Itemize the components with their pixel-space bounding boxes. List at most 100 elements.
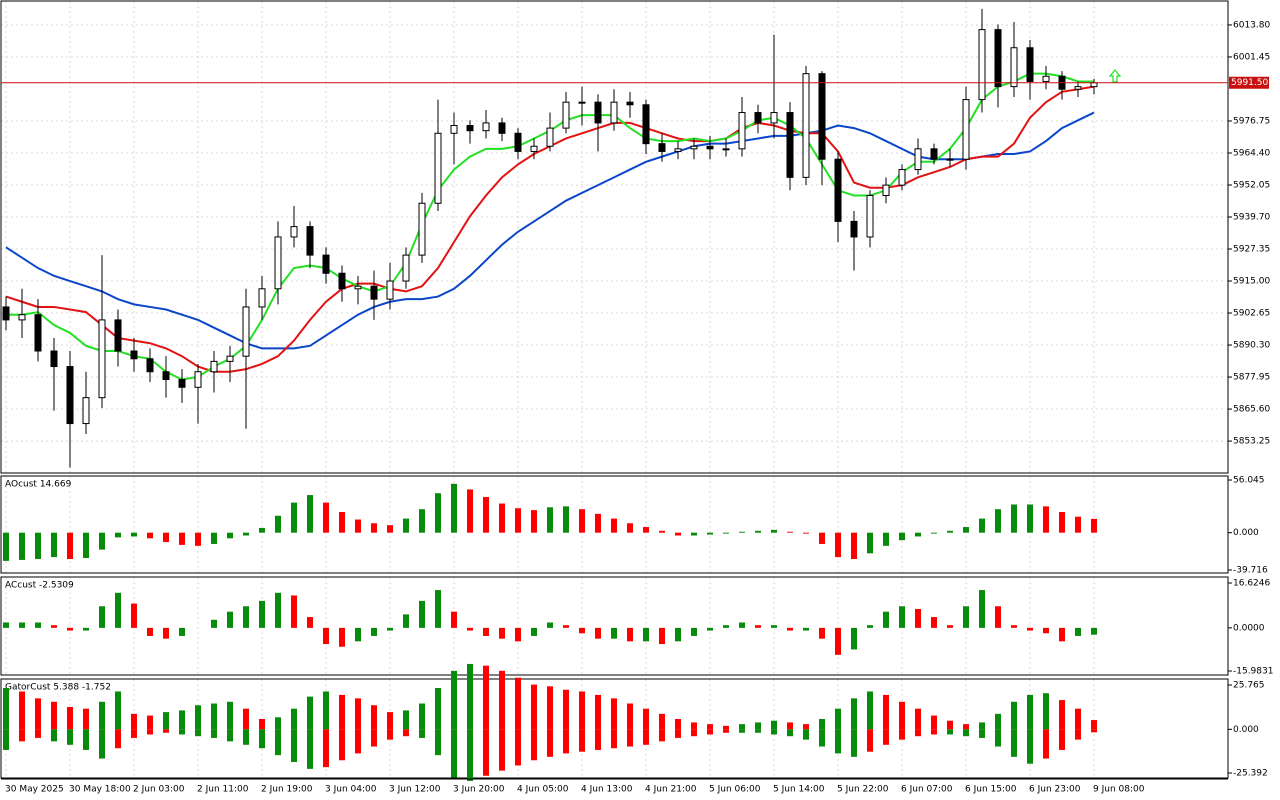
histogram-bar: [755, 625, 761, 628]
histogram-bar: [355, 519, 361, 533]
candle-body: [162, 371, 170, 381]
candle-body: [274, 236, 282, 290]
gator-bar: [835, 729, 841, 754]
gator-bar: [291, 708, 297, 730]
histogram-bar: [723, 532, 729, 534]
histogram-bar: [83, 532, 89, 559]
gator-bar: [211, 729, 217, 738]
histogram-bar: [851, 627, 857, 650]
gator-bar: [515, 729, 521, 766]
y-tick-label: 5927.35: [1233, 245, 1270, 255]
x-tick-label: 6 Jun 07:00: [901, 785, 953, 795]
candle-body: [178, 379, 186, 388]
gator-bar: [3, 729, 9, 750]
histogram-bar: [579, 627, 585, 634]
histogram-bar: [547, 622, 553, 628]
candle-body: [450, 125, 458, 134]
histogram-bar: [435, 493, 441, 533]
candle-body: [610, 101, 618, 124]
histogram-bar: [739, 622, 745, 628]
candle-body: [978, 29, 986, 101]
histogram-bar: [403, 518, 409, 533]
gator-bar: [547, 686, 553, 730]
gator-bar: [163, 729, 169, 733]
y-tick-label: 6001.45: [1233, 52, 1270, 62]
pane-title: GatorCust 5.388 -1.752: [5, 683, 111, 693]
histogram-bar: [627, 627, 633, 642]
histogram-bar: [963, 527, 969, 533]
gator-bar: [819, 718, 825, 730]
gator-bar: [851, 698, 857, 730]
candle-body: [50, 350, 58, 368]
candle-body: [1026, 47, 1034, 82]
candle-body: [434, 132, 442, 204]
gator-bar: [979, 722, 985, 730]
histogram-bar: [307, 617, 313, 628]
gator-bar: [99, 701, 105, 730]
histogram-bar: [595, 627, 601, 639]
histogram-bar: [499, 627, 505, 639]
y-tick-label: 16.6246: [1233, 579, 1270, 589]
histogram-bar: [387, 627, 393, 631]
gator-bar: [691, 722, 697, 730]
candle-body: [866, 194, 874, 238]
gator-bar: [307, 696, 313, 730]
gator-bar: [563, 689, 569, 730]
gator-bar: [211, 703, 217, 730]
histogram-bar: [131, 603, 137, 628]
candle-body: [370, 285, 378, 300]
gator-bar: [67, 729, 73, 745]
gator-bar: [195, 705, 201, 730]
histogram-bar: [211, 532, 217, 544]
pane-frame: [0, 0, 1229, 474]
candle-body: [18, 314, 26, 321]
gator-bar: [595, 729, 601, 750]
histogram-bar: [883, 611, 889, 628]
candle-body: [98, 319, 106, 399]
gator-bar: [387, 712, 393, 730]
histogram-bar: [35, 532, 41, 559]
candle-body: [818, 73, 826, 160]
gator-bar: [227, 701, 233, 730]
candle-body: [514, 132, 522, 152]
histogram-bar: [659, 530, 665, 533]
y-tick-label: 0.0000: [1233, 623, 1265, 633]
histogram-bar: [51, 625, 57, 628]
gator-bar: [963, 724, 969, 730]
histogram-bar: [435, 590, 441, 628]
gator-bar: [355, 729, 361, 754]
histogram-bar: [675, 532, 681, 536]
gator-bar: [355, 698, 361, 730]
candle-body: [754, 112, 762, 124]
histogram-bar: [707, 627, 713, 631]
signal-arrow: [1108, 69, 1122, 83]
y-tick-label: -25.392: [1233, 768, 1268, 778]
candle-body: [2, 306, 10, 321]
gator-bar: [227, 729, 233, 742]
histogram-bar: [899, 532, 905, 541]
gator-bar: [1027, 729, 1033, 764]
candle-body: [930, 148, 938, 160]
gator-bar: [739, 724, 745, 730]
gator-bar: [819, 729, 825, 747]
gator-bar: [499, 670, 505, 730]
gator-bar: [83, 729, 89, 750]
gator-bar: [323, 691, 329, 730]
candle-body: [562, 101, 570, 129]
histogram-bar: [867, 625, 873, 628]
gator-bar: [147, 715, 153, 730]
gator-bar: [659, 729, 665, 742]
candle-body: [498, 122, 506, 134]
price-label-box: [1229, 76, 1269, 89]
gator-bar: [627, 729, 633, 747]
candle-body: [482, 122, 490, 132]
histogram-bar: [1043, 627, 1049, 634]
gator-bar: [403, 710, 409, 730]
histogram-bar: [643, 627, 649, 642]
x-tick-label: 5 Jun 06:00: [709, 785, 761, 795]
gator-bar: [643, 729, 649, 745]
y-tick-label: 5853.25: [1233, 437, 1270, 447]
x-tick-label: 3 Jun 12:00: [389, 785, 441, 795]
histogram-bar: [483, 496, 489, 533]
candle-body: [738, 112, 746, 150]
